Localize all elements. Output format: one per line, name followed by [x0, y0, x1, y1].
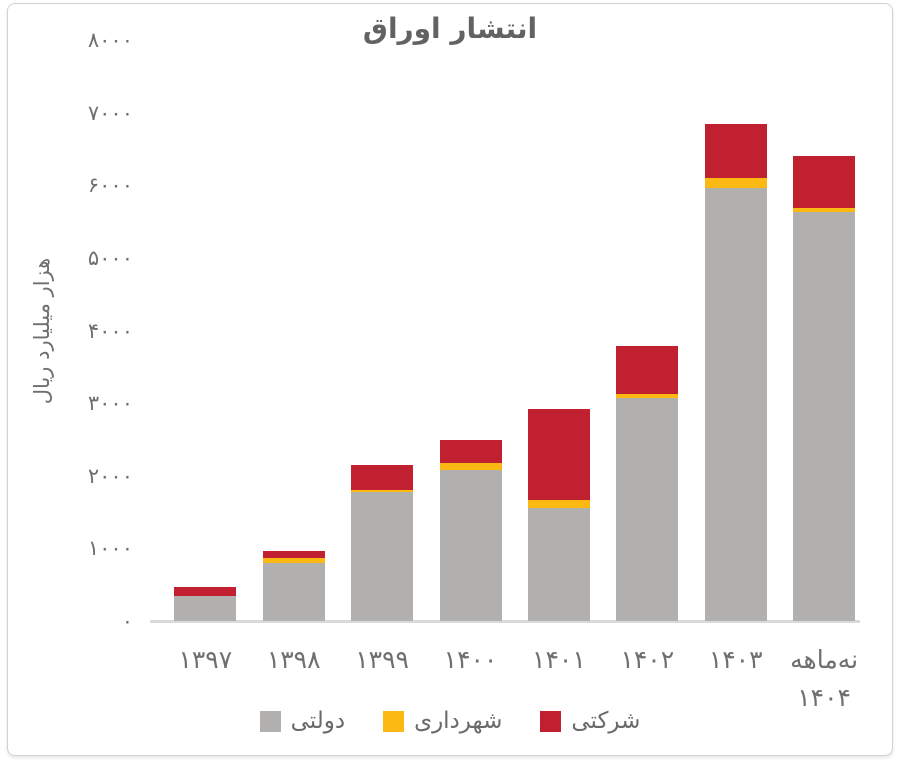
bar-5: [527, 408, 590, 621]
y-tick-label: ۷۰۰۰: [87, 100, 133, 125]
x-category-label: ۱۳۹۸: [232, 641, 356, 679]
bar-segment: [616, 398, 679, 621]
chart-title: انتشار اوراق: [362, 12, 538, 45]
y-tick-label: ۱۰۰۰: [87, 536, 133, 561]
legend-item: شهرداری: [383, 708, 502, 734]
bar-segment: [439, 469, 502, 621]
x-category-label-line: ۱۳۹۷: [178, 645, 233, 674]
bar-6: [616, 346, 679, 621]
y-tick-label: ۶۰۰۰: [87, 173, 133, 198]
legend-item: شرکتی: [540, 708, 640, 734]
bar-4: [439, 440, 502, 621]
bar-segment: [527, 408, 590, 501]
x-category-label-line: ۱۴۰۱: [532, 645, 586, 674]
bar-segment: [351, 464, 414, 491]
x-category-label-line: ۱۴۰۰: [443, 645, 498, 674]
bar-segment: [262, 550, 325, 559]
bar-segment: [793, 212, 856, 621]
bar-segment: [351, 491, 414, 621]
bar-segment: [262, 558, 325, 564]
legend-label: شرکتی: [571, 708, 641, 734]
x-category-label: ۱۳۹۷: [143, 641, 267, 679]
legend-item: دولتی: [259, 708, 346, 734]
bar-segment: [174, 595, 237, 621]
x-category-label-line: ۱۴۰۲: [620, 645, 675, 674]
bar-7: [704, 123, 767, 621]
bar-segment: [704, 177, 767, 189]
chart-legend: دولتی شهرداری شرکتی: [0, 708, 900, 734]
bar-segment: [174, 587, 237, 596]
bar-segment: [793, 208, 856, 213]
bar-2: [262, 550, 325, 621]
bar-segment: [262, 563, 325, 621]
bar-segment: [439, 440, 502, 464]
x-axis-line: [150, 620, 860, 623]
bar-segment: [616, 394, 679, 399]
x-category-label-line: ۱۳۹۸: [266, 645, 321, 674]
bar-segment: [704, 123, 767, 178]
bar-segment: [704, 188, 767, 621]
y-tick-label: ۴۰۰۰: [87, 318, 133, 343]
x-category-label: ۱۴۰۲: [585, 641, 709, 679]
x-category-label-line: ۱۳۹۹: [355, 645, 409, 674]
bar-1: [174, 587, 237, 621]
legend-swatch-icon: [259, 710, 281, 732]
x-category-label: ۱۴۰۳: [674, 641, 798, 679]
x-category-label-line: ۱۴۰۴: [797, 683, 851, 712]
legend-label: شهرداری: [414, 708, 503, 734]
x-category-label: ۱۴۰۱: [497, 641, 621, 679]
y-tick-label: ۰: [121, 609, 133, 633]
legend-swatch-icon: [383, 710, 405, 732]
y-tick-label: ۳۰۰۰: [87, 391, 133, 416]
bar-segment: [527, 507, 590, 621]
y-tick-label: ۲۰۰۰: [87, 463, 133, 488]
y-tick-label: ۸۰۰۰: [87, 28, 133, 52]
bar-segment: [439, 463, 502, 470]
x-category-label: ۱۴۰۰: [409, 641, 533, 679]
bar-segment: [616, 346, 679, 395]
legend-label: دولتی: [290, 708, 346, 734]
x-category-label: ۱۳۹۹: [320, 641, 444, 679]
x-category-label-line: ۱۴۰۳: [708, 645, 763, 674]
legend-swatch-icon: [540, 710, 562, 732]
x-category-label-line: نه‌ماهه: [790, 645, 859, 674]
bar-3: [351, 464, 414, 621]
y-tick-label: ۵۰۰۰: [87, 245, 133, 270]
bar-segment: [793, 155, 856, 209]
x-category-label: نه‌ماهه ۱۴۰۴: [762, 641, 886, 717]
bar-segment: [527, 500, 590, 508]
bar-8: [793, 155, 856, 621]
bar-segment: [351, 490, 414, 492]
